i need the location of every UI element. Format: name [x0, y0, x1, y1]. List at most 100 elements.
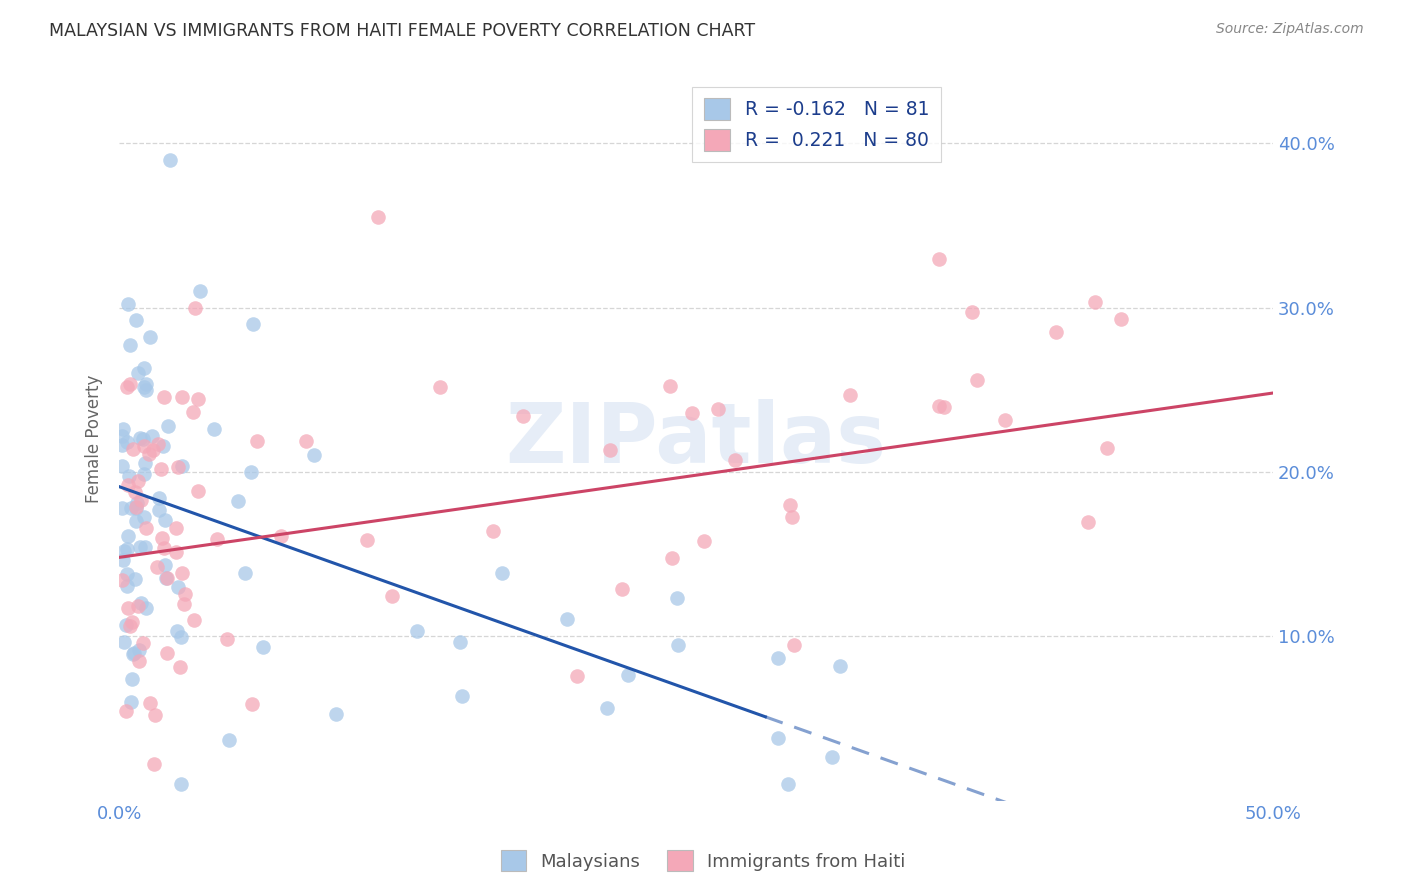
- Point: [776, 777, 799, 791]
- Point: [134, 361, 156, 376]
- Point: [115, 567, 138, 582]
- Point: [381, 589, 404, 603]
- Point: [153, 541, 176, 556]
- Point: [124, 572, 146, 586]
- Point: [451, 689, 474, 703]
- Point: [135, 601, 157, 615]
- Point: [115, 435, 138, 450]
- Point: [707, 401, 730, 416]
- Point: [138, 696, 160, 710]
- Point: [124, 485, 146, 500]
- Point: [127, 496, 149, 510]
- Point: [994, 413, 1017, 427]
- Text: Source: ZipAtlas.com: Source: ZipAtlas.com: [1216, 22, 1364, 37]
- Point: [127, 475, 149, 489]
- Point: [127, 366, 149, 380]
- Point: [156, 646, 179, 660]
- Point: [138, 330, 160, 344]
- Point: [155, 571, 177, 585]
- Point: [1111, 311, 1133, 326]
- Point: [928, 399, 950, 413]
- Point: [183, 613, 205, 627]
- Point: [252, 640, 274, 654]
- Point: [165, 545, 187, 559]
- Point: [146, 559, 169, 574]
- Point: [429, 380, 451, 394]
- Point: [555, 612, 578, 626]
- Point: [111, 422, 134, 436]
- Point: [325, 707, 347, 722]
- Point: [228, 494, 250, 508]
- Point: [127, 599, 149, 613]
- Point: [115, 618, 138, 632]
- Point: [596, 701, 619, 715]
- Point: [117, 477, 139, 491]
- Point: [110, 500, 132, 515]
- Text: MALAYSIAN VS IMMIGRANTS FROM HAITI FEMALE POVERTY CORRELATION CHART: MALAYSIAN VS IMMIGRANTS FROM HAITI FEMAL…: [49, 22, 755, 40]
- Point: [157, 419, 180, 434]
- Point: [117, 529, 139, 543]
- Point: [174, 586, 197, 600]
- Point: [148, 503, 170, 517]
- Point: [960, 305, 983, 319]
- Point: [125, 515, 148, 529]
- Point: [143, 708, 166, 723]
- Point: [779, 498, 801, 512]
- Point: [661, 550, 683, 565]
- Point: [599, 442, 621, 457]
- Point: [780, 510, 803, 524]
- Point: [491, 566, 513, 580]
- Point: [768, 731, 790, 745]
- Point: [141, 429, 163, 443]
- Point: [239, 465, 262, 479]
- Point: [1097, 442, 1119, 456]
- Point: [724, 452, 747, 467]
- Point: [138, 447, 160, 461]
- Point: [134, 510, 156, 524]
- Point: [128, 431, 150, 445]
- Point: [270, 529, 292, 543]
- Point: [928, 252, 950, 267]
- Point: [240, 697, 263, 711]
- Point: [129, 540, 152, 554]
- Y-axis label: Female Poverty: Female Poverty: [86, 375, 103, 503]
- Point: [681, 406, 703, 420]
- Point: [610, 582, 633, 596]
- Point: [128, 642, 150, 657]
- Legend: R = -0.162   N = 81, R =  0.221   N = 80: R = -0.162 N = 81, R = 0.221 N = 80: [692, 87, 941, 162]
- Point: [181, 405, 204, 419]
- Point: [131, 636, 153, 650]
- Point: [294, 434, 316, 449]
- Point: [167, 580, 190, 594]
- Point: [188, 284, 211, 298]
- Point: [821, 749, 844, 764]
- Point: [512, 409, 534, 423]
- Point: [153, 390, 176, 404]
- Point: [148, 491, 170, 505]
- Point: [782, 638, 804, 652]
- Point: [170, 566, 193, 580]
- Point: [356, 533, 378, 548]
- Point: [205, 532, 228, 546]
- Point: [122, 647, 145, 661]
- Point: [122, 442, 145, 457]
- Point: [187, 484, 209, 499]
- Point: [666, 591, 689, 606]
- Point: [828, 659, 851, 673]
- Point: [135, 376, 157, 391]
- Point: [125, 501, 148, 516]
- Point: [110, 458, 132, 473]
- Point: [125, 500, 148, 514]
- Point: [233, 566, 256, 581]
- Point: [482, 524, 505, 538]
- Point: [152, 439, 174, 453]
- Point: [117, 601, 139, 615]
- Point: [142, 442, 165, 457]
- Point: [135, 521, 157, 535]
- Point: [120, 695, 142, 709]
- Point: [218, 733, 240, 747]
- Point: [966, 373, 988, 387]
- Point: [766, 651, 789, 665]
- Point: [1045, 325, 1067, 339]
- Point: [111, 429, 134, 443]
